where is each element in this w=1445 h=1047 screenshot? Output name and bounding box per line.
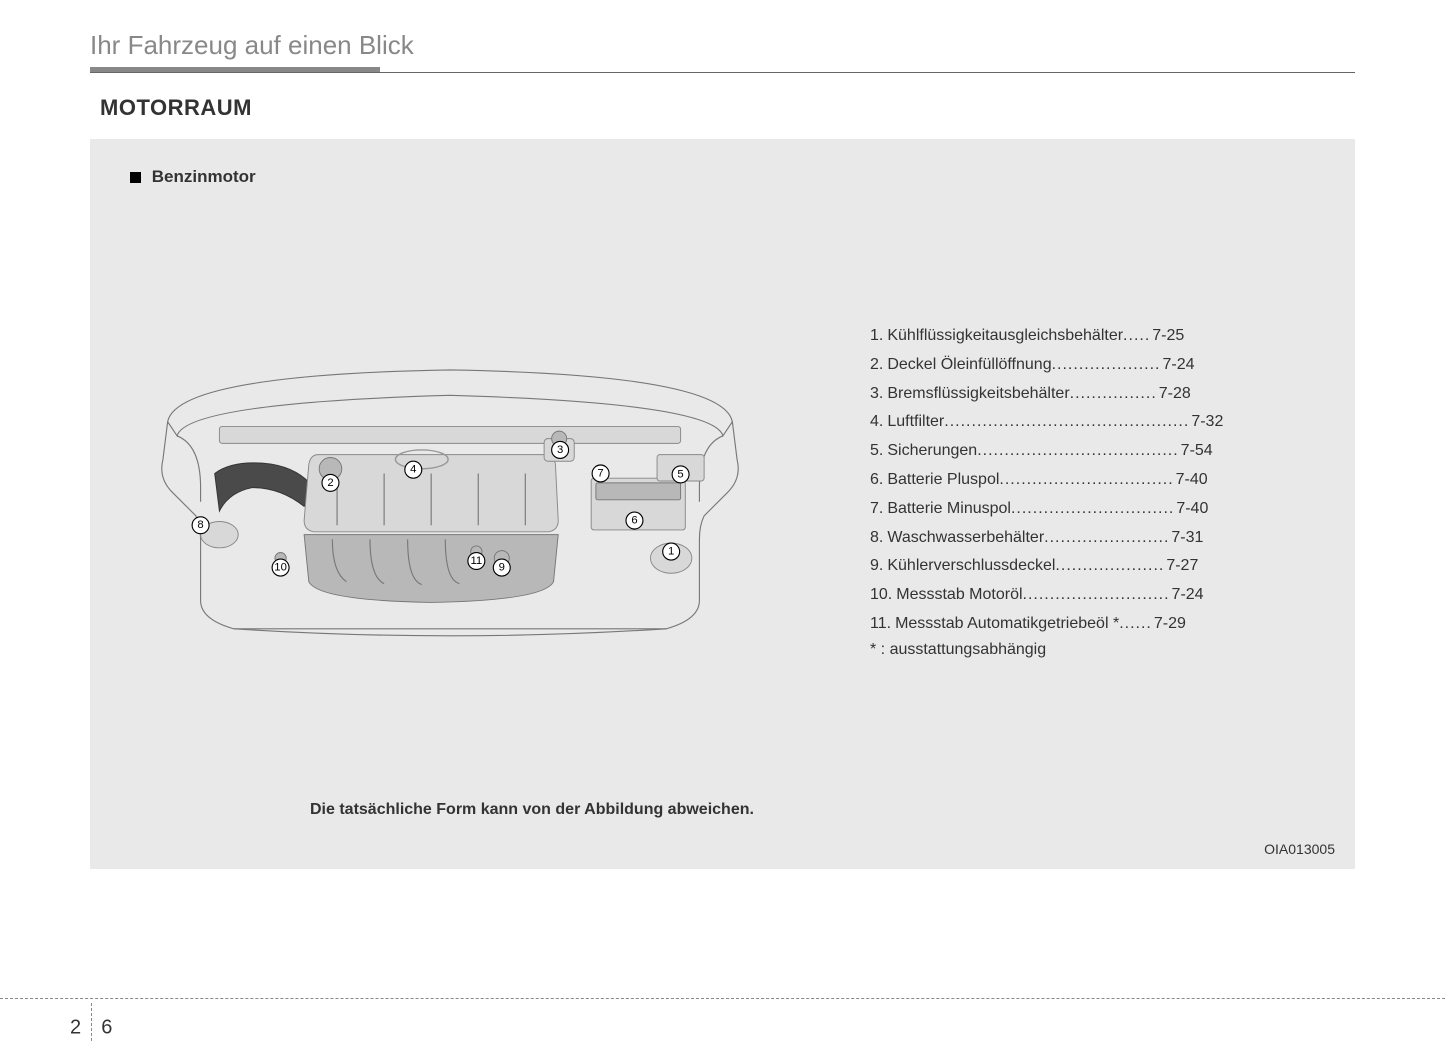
chapter-number: 2 — [70, 1016, 81, 1038]
callout-label-8: 8 — [197, 519, 203, 531]
legend-item-label: Kühlflüssigkeitausgleichsbehälter — [887, 322, 1123, 351]
callout-label-11: 11 — [470, 555, 482, 567]
legend-item-page: 7-27 — [1164, 552, 1198, 581]
legend-item-dots: ........................... — [1023, 581, 1170, 610]
legend-item-page: 7-40 — [1174, 495, 1208, 524]
legend-item: 2.Deckel Öleinfüllöffnung ..............… — [870, 351, 1315, 380]
legend-item-dots: ........................................… — [944, 408, 1189, 437]
legend-item-num: 1. — [870, 322, 887, 351]
legend-item-dots: .................... — [1055, 552, 1164, 581]
legend-item-label: Kühlerverschlussdeckel — [887, 552, 1055, 581]
legend-item-page: 7-24 — [1170, 581, 1204, 610]
legend-item: 1.Kühlflüssigkeitausgleichsbehälter.....… — [870, 322, 1315, 351]
legend-item-num: 6. — [870, 466, 887, 495]
legend-item-page: 7-31 — [1169, 524, 1203, 553]
legend-item: 4.Luftfilter............................… — [870, 408, 1315, 437]
legend-item-num: 3. — [870, 380, 887, 409]
callout-label-9: 9 — [499, 562, 505, 574]
legend-item-label: Messstab Automatikgetriebeöl * — [895, 610, 1119, 639]
legend-item: 10.Messstab Motoröl.....................… — [870, 581, 1315, 610]
legend-item-num: 11. — [870, 610, 895, 639]
legend-item-page: 7-54 — [1179, 437, 1213, 466]
legend-item-page: 7-24 — [1161, 351, 1195, 380]
callout-label-1: 1 — [668, 546, 674, 558]
page-divider-icon — [91, 1003, 92, 1041]
legend-item-page: 7-25 — [1150, 322, 1184, 351]
diagram-caption: Die tatsächliche Form kann von der Abbil… — [310, 801, 754, 819]
chapter-title: Ihr Fahrzeug auf einen Blick — [90, 30, 1355, 65]
legend-list: 1.Kühlflüssigkeitausgleichsbehälter.....… — [870, 322, 1315, 639]
content-panel: Benzinmotor — [90, 139, 1355, 869]
legend-item-dots: ....................... — [1044, 524, 1169, 553]
page-number-value: 6 — [101, 1016, 112, 1038]
legend-item-label: Waschwasserbehälter — [887, 524, 1044, 553]
legend-item-page: 7-29 — [1152, 610, 1186, 639]
legend-item-page: 7-40 — [1174, 466, 1208, 495]
legend-item-num: 4. — [870, 408, 887, 437]
legend-item-page: 7-28 — [1157, 380, 1191, 409]
callout-label-2: 2 — [327, 477, 333, 489]
legend-item-label: Batterie Minuspol — [887, 495, 1011, 524]
callout-label-10: 10 — [274, 562, 287, 574]
callout-label-3: 3 — [557, 444, 563, 456]
legend-item-label: Bremsflüssigkeitsbehälter — [887, 380, 1069, 409]
legend-item-dots: .............................. — [1011, 495, 1174, 524]
legend-item: 7.Batterie Minuspol.....................… — [870, 495, 1315, 524]
image-reference-code: OIA013005 — [1264, 841, 1335, 857]
panel-subheading: Benzinmotor — [130, 167, 1315, 187]
legend-item-num: 5. — [870, 437, 887, 466]
legend-item-dots: ..... — [1123, 322, 1150, 351]
callout-label-6: 6 — [631, 515, 637, 527]
callout-label-5: 5 — [677, 468, 683, 480]
legend-item-label: Luftfilter — [887, 408, 944, 437]
callout-label-4: 4 — [410, 464, 416, 476]
page-number: 2 6 — [70, 1009, 112, 1047]
engine-diagram-svg: 1 2 3 4 5 6 7 8 9 10 11 — [130, 337, 770, 657]
legend-area: 1.Kühlflüssigkeitausgleichsbehälter.....… — [830, 227, 1315, 662]
callout-label-7: 7 — [597, 467, 603, 479]
legend-item: 11.Messstab Automatikgetriebeöl * ......… — [870, 610, 1315, 639]
legend-item: 6.Batterie Pluspol .....................… — [870, 466, 1315, 495]
legend-note: * : ausstattungsabhängig — [870, 641, 1315, 659]
legend-item-dots: ..................................... — [977, 437, 1178, 466]
legend-item-label: Messstab Motoröl — [896, 581, 1022, 610]
legend-item-num: 9. — [870, 552, 887, 581]
content-row: 1 2 3 4 5 6 7 8 9 10 11 1.Kühlflüssigkeitausgleich… — [130, 227, 1315, 662]
page-header: Ihr Fahrzeug auf einen Blick MOTORRAUM — [0, 0, 1445, 139]
legend-item: 8.Waschwasserbehälter ..................… — [870, 524, 1315, 553]
legend-item-num: 7. — [870, 495, 887, 524]
engine-diagram-area: 1 2 3 4 5 6 7 8 9 10 11 — [130, 227, 830, 662]
legend-item-label: Deckel Öleinfüllöffnung — [887, 351, 1051, 380]
section-title: MOTORRAUM — [90, 73, 1355, 139]
legend-item: 5.Sicherungen ..........................… — [870, 437, 1315, 466]
page-footer: 2 6 — [0, 998, 1445, 999]
legend-item-num: 10. — [870, 581, 896, 610]
legend-item-dots: ................................ — [999, 466, 1173, 495]
legend-item-page: 7-32 — [1189, 408, 1223, 437]
legend-item-dots: ...... — [1119, 610, 1152, 639]
legend-item-num: 2. — [870, 351, 887, 380]
square-bullet-icon — [130, 172, 141, 183]
legend-item-label: Sicherungen — [887, 437, 977, 466]
legend-item-num: 8. — [870, 524, 887, 553]
legend-item-dots: .................... — [1052, 351, 1161, 380]
legend-item-label: Batterie Pluspol — [887, 466, 999, 495]
legend-item-dots: ................ — [1070, 380, 1157, 409]
subheading-text: Benzinmotor — [152, 167, 256, 186]
legend-item: 9.Kühlerverschlussdeckel................… — [870, 552, 1315, 581]
legend-item: 3.Bremsflüssigkeitsbehälter ............… — [870, 380, 1315, 409]
